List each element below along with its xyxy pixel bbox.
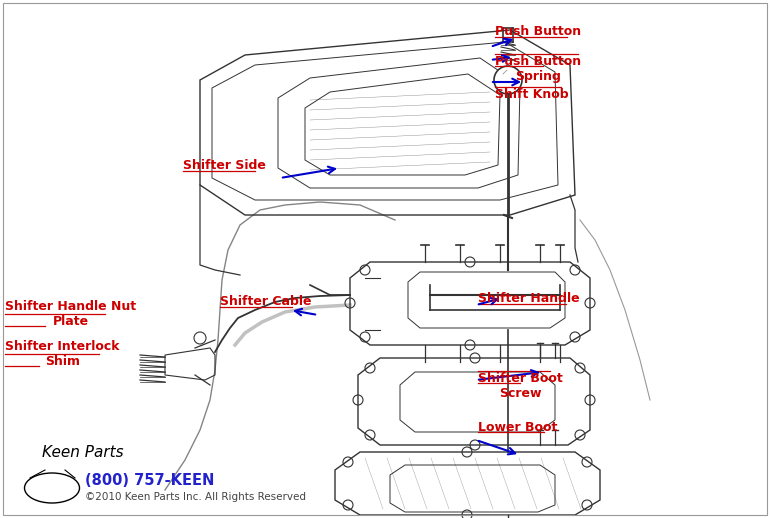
Text: Shifter Interlock
Shim: Shifter Interlock Shim	[5, 340, 119, 368]
Text: ©2010 Keen Parts Inc. All Rights Reserved: ©2010 Keen Parts Inc. All Rights Reserve…	[85, 492, 306, 502]
Text: Shifter Cable: Shifter Cable	[220, 295, 312, 308]
Text: Push Button: Push Button	[495, 25, 581, 38]
Text: Shifter Side: Shifter Side	[183, 159, 266, 172]
Text: Shifter Handle Nut
Plate: Shifter Handle Nut Plate	[5, 300, 136, 328]
Text: Push Button
Spring: Push Button Spring	[495, 55, 581, 83]
Text: Keen Parts: Keen Parts	[42, 445, 124, 460]
Text: Shift Knob: Shift Knob	[495, 88, 568, 101]
Text: Shifter Boot
Screw: Shifter Boot Screw	[478, 372, 563, 400]
Circle shape	[494, 66, 522, 94]
Text: (800) 757-KEEN: (800) 757-KEEN	[85, 473, 214, 488]
Text: Lower Boot: Lower Boot	[478, 421, 557, 434]
Text: Shifter Handle: Shifter Handle	[478, 292, 580, 305]
